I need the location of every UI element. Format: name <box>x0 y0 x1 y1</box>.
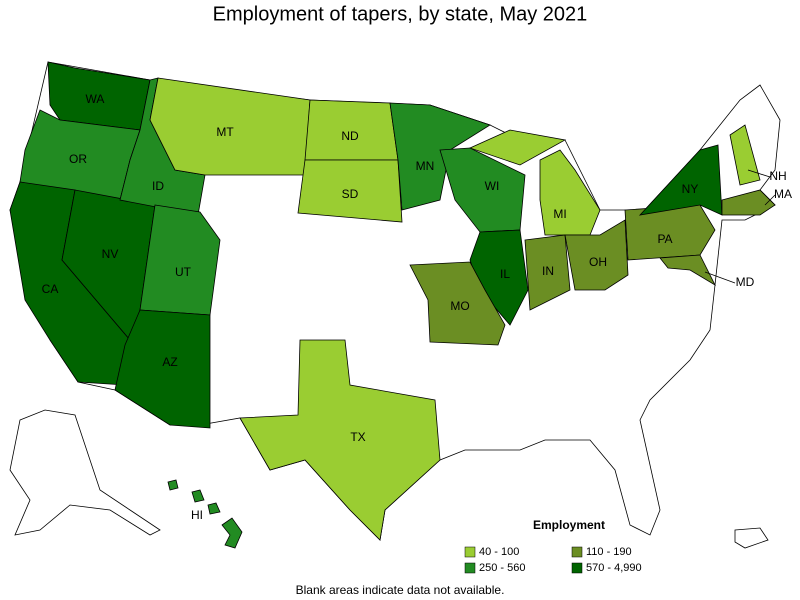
state-shape <box>239 339 441 541</box>
state-label: NH <box>769 169 786 183</box>
state-label: UT <box>175 265 192 279</box>
legend-swatch <box>571 562 583 574</box>
state-label: AZ <box>162 355 177 369</box>
state-shape <box>167 479 179 491</box>
state-shape <box>469 229 529 326</box>
state-label: OR <box>69 152 87 166</box>
legend-title: Employment <box>533 518 605 532</box>
legend-swatch <box>571 546 583 558</box>
leader-line <box>704 271 736 284</box>
state-label: WA <box>86 92 105 106</box>
state-shape <box>524 234 571 311</box>
state-shape <box>114 309 211 429</box>
legend-label: 110 - 190 <box>586 546 632 558</box>
legend-swatch <box>464 546 476 558</box>
state-label: ND <box>341 129 359 143</box>
legend-swatch <box>464 562 476 574</box>
state-shape <box>468 129 567 166</box>
state-label: WI <box>485 179 500 193</box>
state-label: IL <box>500 267 510 281</box>
state-shape <box>729 124 761 186</box>
state-shape <box>207 502 221 515</box>
state-shape <box>564 219 629 291</box>
state-label: HI <box>191 508 203 522</box>
leader-line <box>747 169 771 178</box>
state-shape <box>191 489 205 503</box>
puerto-rico-outline <box>734 527 769 549</box>
state-label: ID <box>152 179 164 193</box>
state-label: IN <box>542 264 554 278</box>
state-label: CA <box>42 282 59 296</box>
state-shape <box>389 102 491 211</box>
state-label: MA <box>774 187 792 201</box>
alaska-outline <box>9 409 161 536</box>
state-label: NY <box>682 182 699 196</box>
state-shape <box>539 149 601 236</box>
state-shape <box>409 261 506 346</box>
state-shape <box>721 189 776 216</box>
state-label: NV <box>102 247 119 261</box>
legend-label: 250 - 560 <box>479 562 525 574</box>
state-shape <box>139 204 221 316</box>
legend-label: 40 - 100 <box>479 546 519 558</box>
state-shape <box>297 159 403 223</box>
state-shape <box>659 254 716 287</box>
state-label: SD <box>342 187 359 201</box>
state-label: MD <box>736 275 755 289</box>
map-title: Employment of tapers, by state, May 2021 <box>213 3 588 25</box>
state-shape <box>638 144 723 216</box>
state-label: MO <box>450 299 469 313</box>
state-shape <box>221 517 243 549</box>
state-label: MN <box>416 159 435 173</box>
state-label: MT <box>216 125 234 139</box>
state-label: OH <box>589 255 607 269</box>
state-label: MI <box>553 207 566 221</box>
state-label: PA <box>657 232 672 246</box>
legend-label: 570 - 4,990 <box>586 562 642 574</box>
leader-line <box>764 194 776 206</box>
state-label: TX <box>350 430 365 444</box>
footnote: Blank areas indicate data not available. <box>296 583 505 597</box>
